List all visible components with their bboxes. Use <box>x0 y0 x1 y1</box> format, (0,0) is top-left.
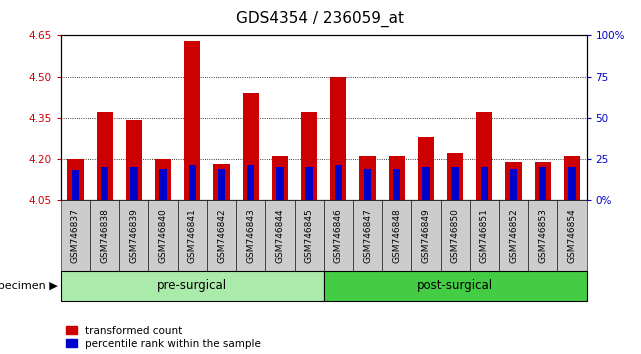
Bar <box>97 112 113 200</box>
Bar <box>564 156 580 200</box>
Bar <box>130 167 138 200</box>
Bar <box>247 165 254 200</box>
Bar <box>393 169 401 200</box>
Bar <box>535 161 551 200</box>
Text: GSM746849: GSM746849 <box>421 208 430 263</box>
Text: GSM746844: GSM746844 <box>276 208 285 263</box>
Bar <box>447 153 463 200</box>
Bar <box>272 156 288 200</box>
Text: post-surgical: post-surgical <box>417 279 493 292</box>
Text: GSM746847: GSM746847 <box>363 208 372 263</box>
Bar <box>422 167 429 200</box>
Text: GSM746840: GSM746840 <box>158 208 167 263</box>
Bar <box>569 167 576 200</box>
Bar <box>218 169 225 200</box>
Text: GSM746846: GSM746846 <box>334 208 343 263</box>
Bar <box>506 161 522 200</box>
Bar <box>160 169 167 200</box>
Bar <box>101 167 108 200</box>
Bar <box>155 159 171 200</box>
Text: GSM746839: GSM746839 <box>129 208 138 263</box>
Bar <box>388 156 404 200</box>
Bar <box>330 76 346 200</box>
Text: GSM746842: GSM746842 <box>217 208 226 263</box>
Bar <box>276 167 283 200</box>
Bar <box>539 167 546 200</box>
Text: GSM746851: GSM746851 <box>480 208 489 263</box>
Bar <box>335 165 342 200</box>
Text: GSM746852: GSM746852 <box>509 208 518 263</box>
Bar <box>451 167 459 200</box>
Text: GSM746838: GSM746838 <box>100 208 109 263</box>
Text: GSM746845: GSM746845 <box>304 208 313 263</box>
Bar <box>510 169 517 200</box>
Text: pre-surgical: pre-surgical <box>157 279 228 292</box>
Bar <box>306 167 313 200</box>
Bar <box>481 167 488 200</box>
Text: specimen ▶: specimen ▶ <box>0 281 58 291</box>
Bar <box>72 170 79 200</box>
Bar <box>67 159 83 200</box>
Text: GSM746853: GSM746853 <box>538 208 547 263</box>
Text: GSM746843: GSM746843 <box>246 208 255 263</box>
Bar <box>360 156 376 200</box>
Text: GSM746850: GSM746850 <box>451 208 460 263</box>
Bar <box>364 169 371 200</box>
Bar <box>418 137 434 200</box>
Bar <box>213 164 229 200</box>
Text: GSM746841: GSM746841 <box>188 208 197 263</box>
Bar <box>126 120 142 200</box>
Bar <box>243 93 259 200</box>
Legend: transformed count, percentile rank within the sample: transformed count, percentile rank withi… <box>66 326 261 349</box>
Text: GDS4354 / 236059_at: GDS4354 / 236059_at <box>237 11 404 27</box>
Text: GSM746837: GSM746837 <box>71 208 80 263</box>
Bar <box>301 112 317 200</box>
Bar <box>188 165 196 200</box>
Bar <box>184 41 201 200</box>
Text: GSM746854: GSM746854 <box>567 208 576 263</box>
Text: GSM746848: GSM746848 <box>392 208 401 263</box>
Bar <box>476 112 492 200</box>
